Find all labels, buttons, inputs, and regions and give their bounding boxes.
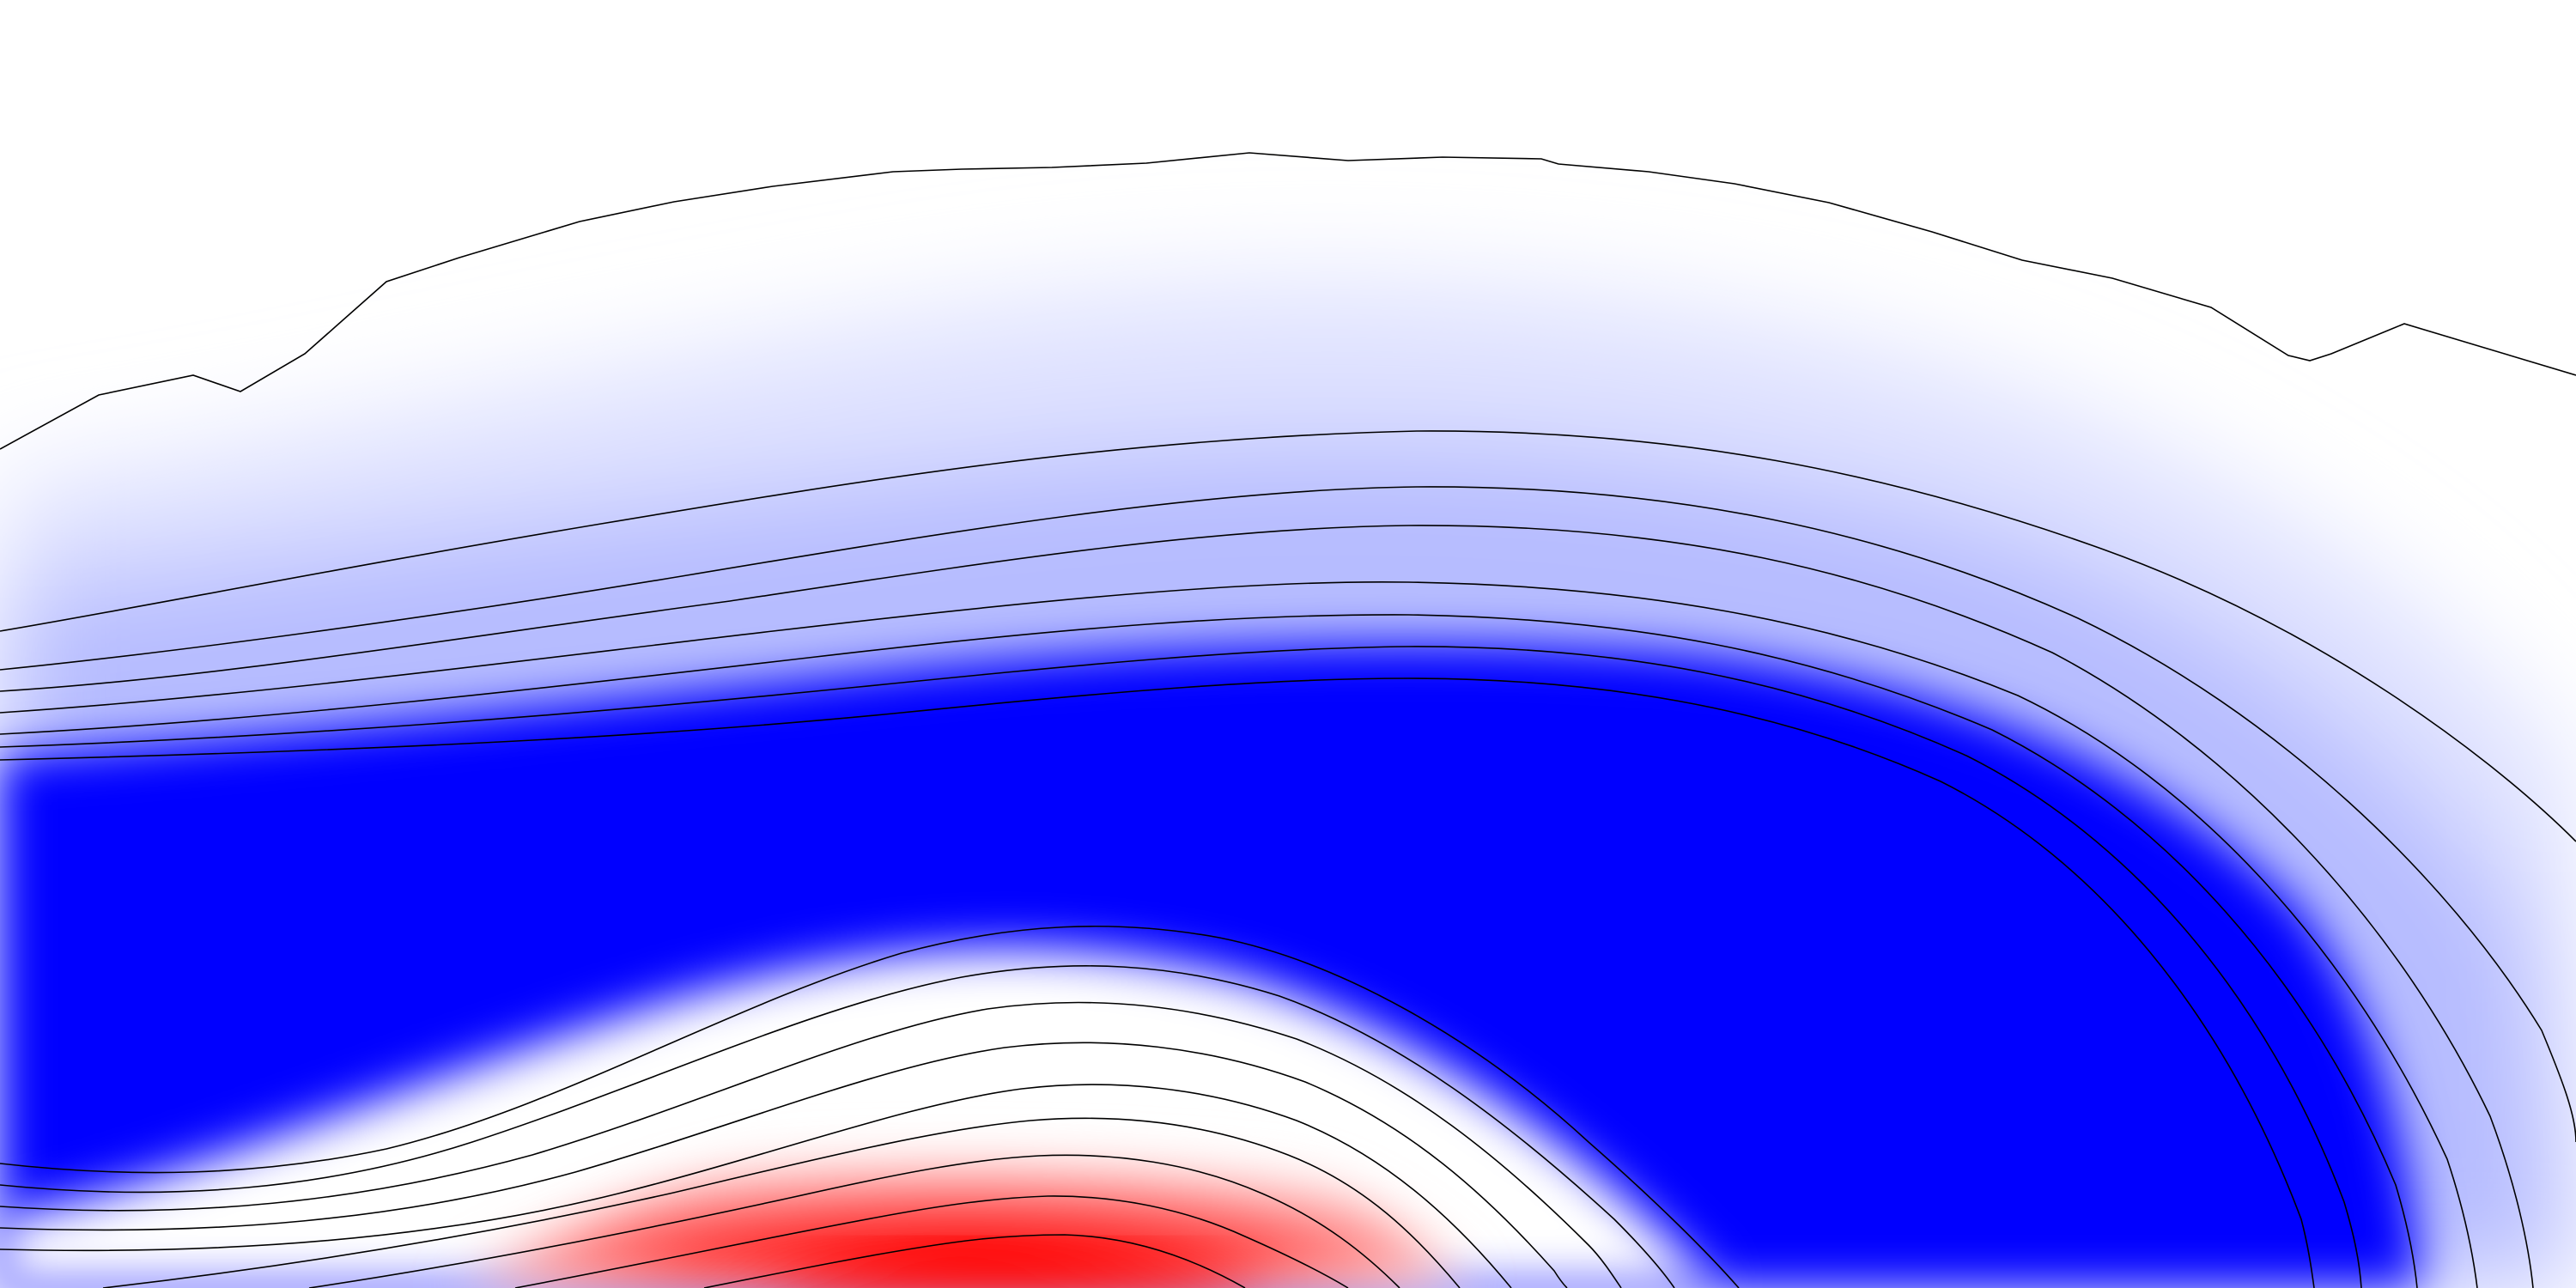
contour-outer	[0, 152, 2576, 450]
contour-lobe-2	[0, 965, 1675, 1288]
contour-lobe-3	[0, 1001, 1622, 1288]
contour-lobe-8	[514, 1195, 1349, 1288]
contour-lines	[0, 152, 2576, 1288]
contour-upper-7	[0, 677, 2315, 1288]
contour-lobe-6	[102, 1117, 1461, 1288]
red-lobe	[447, 1115, 1477, 1288]
contour-upper-5	[0, 614, 2418, 1288]
contour-lobe-5	[0, 1084, 1512, 1288]
contour-upper-3	[0, 525, 2534, 1288]
contour-upper-1	[0, 430, 2576, 842]
red-core-layer	[0, 948, 1717, 1288]
contour-lobe-1	[0, 925, 1740, 1288]
contour-upper-2	[0, 486, 2576, 1143]
contour-upper-6	[0, 646, 2362, 1288]
contour-lobe-4	[0, 1042, 1568, 1288]
contour-lobe-7	[308, 1154, 1400, 1288]
contour-upper-4	[0, 580, 2478, 1288]
contour-lobe-9	[703, 1234, 1246, 1288]
red-center	[756, 1244, 1271, 1288]
